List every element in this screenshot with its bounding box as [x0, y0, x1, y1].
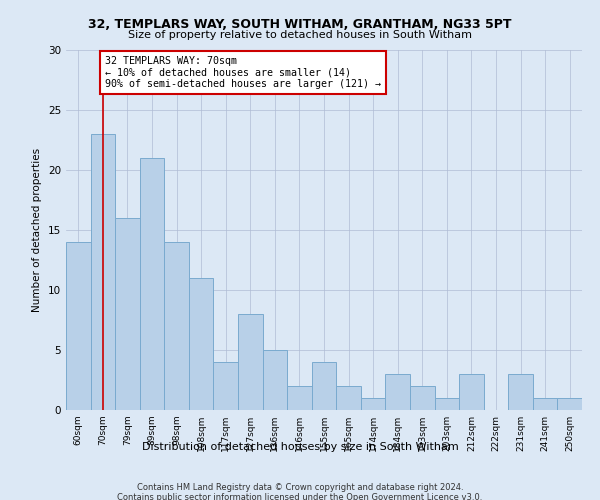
Bar: [66, 242, 91, 410]
Bar: [533, 398, 557, 410]
Bar: [459, 374, 484, 410]
Bar: [140, 158, 164, 410]
Bar: [312, 362, 336, 410]
Bar: [385, 374, 410, 410]
Text: 32, TEMPLARS WAY, SOUTH WITHAM, GRANTHAM, NG33 5PT: 32, TEMPLARS WAY, SOUTH WITHAM, GRANTHAM…: [88, 18, 512, 30]
Bar: [91, 134, 115, 410]
Bar: [361, 398, 385, 410]
Bar: [115, 218, 140, 410]
Bar: [410, 386, 434, 410]
Text: Size of property relative to detached houses in South Witham: Size of property relative to detached ho…: [128, 30, 472, 40]
Bar: [508, 374, 533, 410]
Bar: [189, 278, 214, 410]
Bar: [238, 314, 263, 410]
Bar: [434, 398, 459, 410]
Bar: [214, 362, 238, 410]
Bar: [336, 386, 361, 410]
Bar: [263, 350, 287, 410]
Bar: [287, 386, 312, 410]
Text: Distribution of detached houses by size in South Witham: Distribution of detached houses by size …: [142, 442, 458, 452]
Text: 32 TEMPLARS WAY: 70sqm
← 10% of detached houses are smaller (14)
90% of semi-det: 32 TEMPLARS WAY: 70sqm ← 10% of detached…: [106, 56, 382, 89]
Y-axis label: Number of detached properties: Number of detached properties: [32, 148, 43, 312]
Text: Contains public sector information licensed under the Open Government Licence v3: Contains public sector information licen…: [118, 492, 482, 500]
Bar: [164, 242, 189, 410]
Text: Contains HM Land Registry data © Crown copyright and database right 2024.: Contains HM Land Registry data © Crown c…: [137, 482, 463, 492]
Bar: [557, 398, 582, 410]
